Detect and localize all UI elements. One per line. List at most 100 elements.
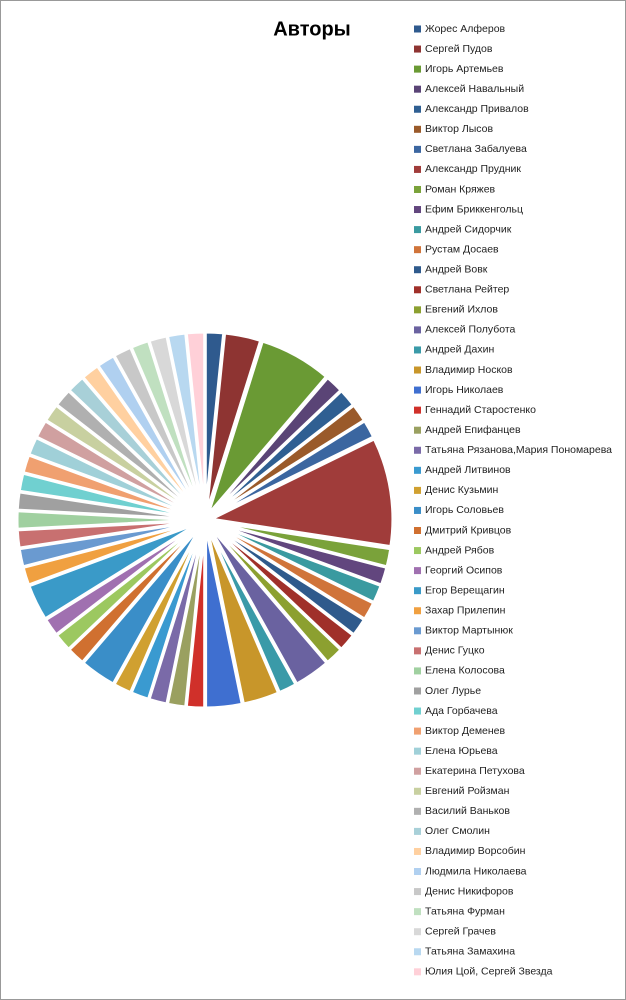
legend-label: Людмила Николаева: [425, 865, 527, 877]
legend-swatch: [414, 486, 421, 494]
pie-slice: [209, 418, 376, 519]
legend-label: Виктор Лысов: [425, 123, 494, 135]
legend-swatch: [414, 466, 421, 474]
legend-swatch: [414, 185, 421, 193]
legend-swatch: [414, 286, 421, 294]
legend-label: Екатерина Петухова: [425, 765, 525, 777]
legend-label: Захар Прилепин: [425, 605, 506, 617]
legend-label: Сергей Грачев: [425, 925, 496, 937]
legend-swatch: [414, 968, 421, 976]
legend-swatch: [414, 306, 421, 314]
legend-label: Игорь Николаев: [425, 384, 504, 396]
legend-label: Евгений Ихлов: [425, 304, 498, 316]
pie-slice: [205, 436, 395, 549]
legend-swatch: [414, 426, 421, 434]
legend-label: Елена Колосова: [425, 665, 505, 677]
pie-slice: [206, 339, 329, 516]
legend-label: Егор Верещагин: [425, 584, 505, 596]
legend-label: Елена Юрьева: [425, 745, 498, 757]
legend-label: Андрей Литвинов: [425, 464, 511, 476]
chart-title: Авторы: [273, 18, 351, 40]
legend-swatch: [414, 767, 421, 775]
legend-swatch: [414, 326, 421, 334]
legend-swatch: [414, 125, 421, 133]
legend-swatch: [414, 747, 421, 755]
legend-swatch: [414, 727, 421, 735]
legend-label: Андрей Епифанцев: [425, 424, 521, 436]
legend-label: Жорес Алферов: [425, 23, 506, 35]
pie-slice: [184, 330, 207, 515]
legend-label: Александр Прудник: [425, 163, 521, 175]
legend-swatch: [414, 45, 421, 53]
legend-swatch: [414, 928, 421, 936]
legend-swatch: [414, 627, 421, 635]
pie-slice: [204, 331, 263, 515]
legend-swatch: [414, 607, 421, 615]
legend-swatch: [414, 547, 421, 555]
legend-swatch: [414, 868, 421, 876]
legend-label: Светлана Рейтер: [425, 284, 509, 296]
legend-swatch: [414, 888, 421, 896]
legend-label: Андрей Вовк: [425, 264, 488, 276]
legend-swatch: [414, 847, 421, 855]
legend-swatch: [414, 446, 421, 454]
legend-swatch: [414, 246, 421, 254]
legend-label: Денис Кузьмин: [425, 484, 499, 496]
legend-label: Ефим Бриккенгольц: [425, 203, 523, 215]
legend-swatch: [414, 266, 421, 274]
legend-swatch: [414, 25, 421, 33]
legend-label: Владимир Носков: [425, 364, 513, 376]
legend-label: Игорь Артемьев: [425, 63, 504, 75]
legend-label: Игорь Соловьев: [425, 504, 504, 516]
legend-label: Денис Гуцко: [425, 645, 485, 657]
legend-label: Василий Ваньков: [425, 805, 510, 817]
legend-swatch: [414, 226, 421, 234]
legend-label: Георгий Осипов: [425, 564, 503, 576]
legend-label: Алексей Полубота: [425, 324, 516, 336]
legend-label: Светлана Забалуева: [425, 143, 527, 155]
legend-label: Олег Лурье: [425, 685, 481, 697]
legend-swatch: [414, 406, 421, 414]
legend-label: Юлия Цой, Сергей Звезда: [425, 966, 553, 978]
legend-label: Андрей Рябов: [425, 544, 495, 556]
legend-label: Олег Смолин: [425, 825, 490, 837]
legend-label: Дмитрий Кривцов: [425, 524, 512, 536]
legend-swatch: [414, 165, 421, 173]
legend-label: Евгений Ройзман: [425, 785, 510, 797]
legend-label: Ада Горбачева: [425, 705, 498, 717]
legend-label: Денис Никифоров: [425, 885, 514, 897]
legend-label: Татьяна Фурман: [425, 905, 505, 917]
legend-swatch: [414, 567, 421, 575]
legend-label: Рустам Досаев: [425, 243, 499, 255]
legend-swatch: [414, 707, 421, 715]
legend-swatch: [414, 807, 421, 815]
legend-swatch: [414, 827, 421, 835]
legend-swatch: [414, 145, 421, 153]
legend-label: Андрей Сидорчик: [425, 223, 512, 235]
legend-swatch: [414, 647, 421, 655]
legend-swatch: [414, 105, 421, 113]
legend-swatch: [414, 506, 421, 514]
legend-swatch: [414, 346, 421, 354]
legend-swatch: [414, 948, 421, 956]
legend-swatch: [414, 386, 421, 394]
legend-label: Виктор Мартынюк: [425, 625, 513, 637]
legend-swatch: [414, 206, 421, 214]
legend-label: Татьяна Рязанова,Мария Пономарева: [425, 444, 612, 456]
legend-swatch: [414, 65, 421, 73]
legend-label: Сергей Пудов: [425, 43, 493, 55]
legend-swatch: [414, 667, 421, 675]
legend-label: Андрей Дахин: [425, 344, 494, 356]
legend-label: Виктор Деменев: [425, 725, 506, 737]
legend-swatch: [414, 85, 421, 93]
legend-label: Алексей Навальный: [425, 83, 524, 95]
legend-swatch: [414, 587, 421, 595]
legend-label: Александр Привалов: [425, 103, 529, 115]
legend-label: Геннадий Старостенко: [425, 404, 536, 416]
legend-label: Владимир Ворсобин: [425, 845, 526, 857]
legend-swatch: [414, 527, 421, 534]
legend-label: Татьяна Замахина: [425, 946, 515, 958]
legend-swatch: [414, 908, 421, 916]
legend-label: Роман Кряжев: [425, 183, 496, 195]
